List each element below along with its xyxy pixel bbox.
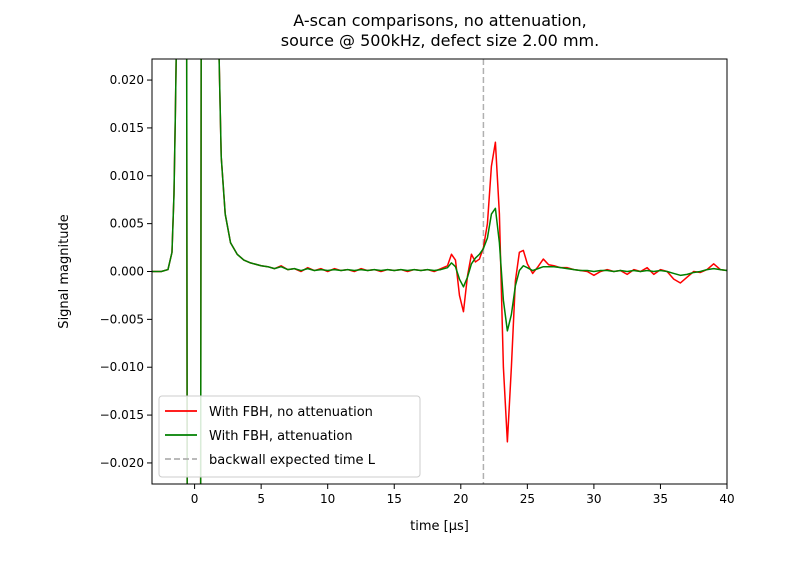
legend-label-1: With FBH, no attenuation: [209, 405, 373, 420]
y-tick-label: 0.010: [110, 169, 144, 183]
legend: With FBH, no attenuation With FBH, attenu…: [158, 395, 421, 478]
plot-frame: [151, 58, 728, 485]
x-tick-label: 35: [653, 492, 668, 506]
x-tick-label: 15: [387, 492, 402, 506]
x-tick-label: 0: [191, 492, 199, 506]
y-tick-label: −0.005: [100, 312, 144, 326]
legend-box: [158, 395, 421, 478]
y-tick-label: 0.000: [110, 265, 144, 279]
y-tick-label: −0.010: [100, 360, 144, 374]
y-tick-label: 0.005: [110, 217, 144, 231]
series-layer: [152, 59, 727, 484]
series-line-2: [152, 59, 727, 484]
chart-title-line-2: source @ 500kHz, defect size 2.00 mm.: [281, 31, 599, 50]
legend-label-3: backwall expected time L: [209, 453, 376, 468]
x-axis-label: time [µs]: [410, 519, 469, 534]
y-tick-label: 0.015: [110, 121, 144, 135]
y-tick-label: −0.020: [100, 456, 144, 470]
x-tick-label: 20: [453, 492, 468, 506]
legend-label-2: With FBH, attenuation: [209, 429, 353, 444]
y-axis-label: Signal magnitude: [57, 214, 72, 328]
x-axis-ticks: 0 5 10 15 20 25 30 35 40: [191, 484, 735, 506]
x-tick-label: 25: [520, 492, 535, 506]
y-tick-label: −0.015: [100, 408, 144, 422]
y-tick-label: 0.020: [110, 73, 144, 87]
chart-title-line-1: A-scan comparisons, no attenuation,: [293, 11, 587, 30]
y-axis-ticks: 0.020 0.015 0.010 0.005 0.000 −0.005 −0.010 −0.…: [100, 73, 152, 470]
x-tick-label: 5: [257, 492, 265, 506]
x-tick-label: 10: [320, 492, 335, 506]
x-tick-label: 30: [586, 492, 601, 506]
x-tick-label: 40: [719, 492, 734, 506]
